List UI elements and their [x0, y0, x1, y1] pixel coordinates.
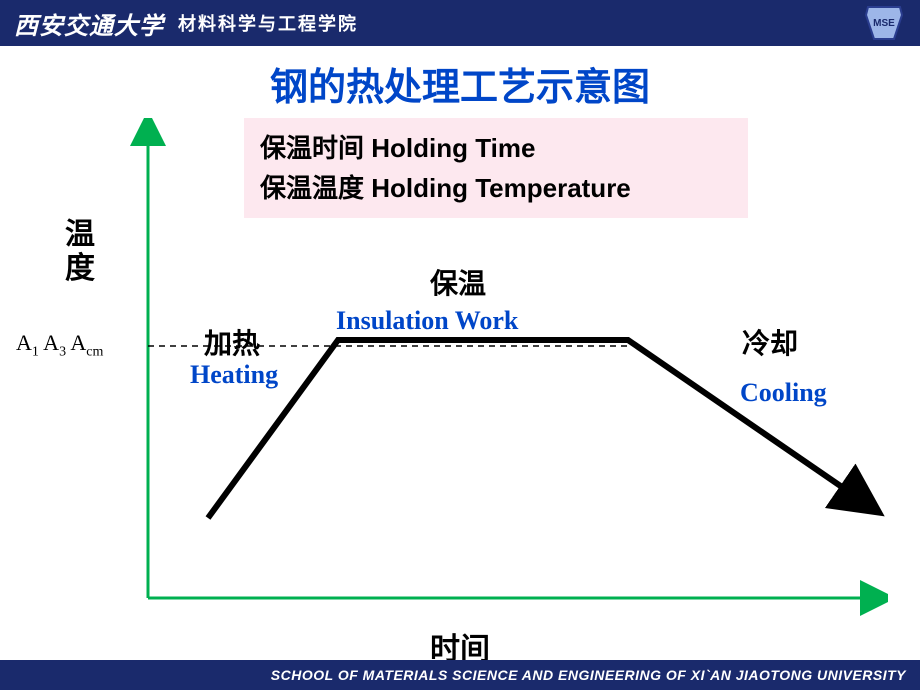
footer-bar: SCHOOL OF MATERIALS SCIENCE AND ENGINEER…	[0, 660, 920, 690]
university-name: 西安交通大学	[14, 6, 164, 41]
y-axis-tick-label: A1 A3 Acm	[16, 330, 103, 360]
slide-title: 钢的热处理工艺示意图	[0, 56, 920, 111]
slide-page: 西安交通大学 材料科学与工程学院 MSE 钢的热处理工艺示意图 保温时间 Hol…	[0, 0, 920, 690]
school-name: 材料科学与工程学院	[178, 10, 358, 36]
mse-badge-icon: MSE	[864, 5, 904, 41]
y-axis-label: 温度	[60, 218, 100, 286]
svg-text:MSE: MSE	[873, 18, 895, 29]
process-chart	[128, 118, 888, 618]
header-bar: 西安交通大学 材料科学与工程学院 MSE	[0, 0, 920, 46]
